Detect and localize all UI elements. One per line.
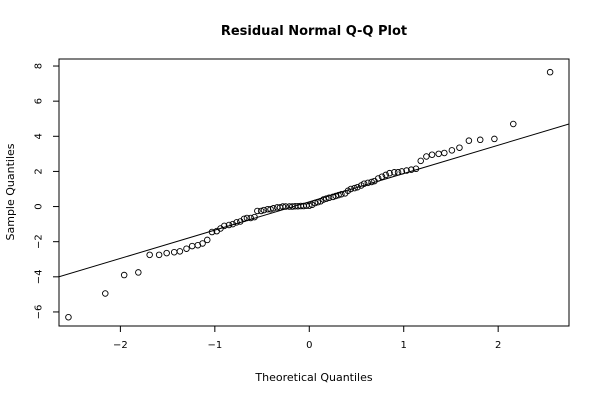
data-point [323, 195, 330, 202]
data-point [351, 184, 358, 192]
plot-frame [58, 58, 570, 327]
data-point [183, 245, 190, 252]
data-point [282, 203, 289, 210]
x-tick-label: −1 [207, 340, 222, 351]
data-point [270, 205, 277, 212]
data-point [423, 153, 430, 160]
data-point [204, 236, 211, 244]
data-point [546, 68, 554, 76]
y-tick-label: −4 [34, 269, 45, 284]
data-point [510, 120, 517, 128]
x-tick-label: 0 [306, 340, 312, 351]
data-point [199, 240, 206, 247]
data-point [229, 220, 237, 228]
data-point [398, 168, 406, 175]
data-point [65, 313, 72, 321]
y-axis: −6 −4 −2 0 2 4 6 8 [34, 63, 60, 319]
data-point [279, 203, 287, 210]
y-axis-label: Sample Quantiles [4, 143, 17, 240]
data-point [374, 175, 382, 182]
data-point [120, 271, 128, 279]
points-layer [65, 68, 554, 321]
data-point [435, 150, 442, 158]
data-point [347, 185, 355, 193]
data-point [465, 137, 473, 144]
data-point [176, 248, 184, 255]
chart-title: Residual Normal Q-Q Plot [221, 24, 407, 39]
data-point [329, 193, 337, 201]
data-point [382, 171, 390, 179]
data-point [221, 222, 228, 230]
data-point [394, 169, 402, 176]
data-point [408, 166, 415, 173]
data-point [135, 269, 142, 276]
data-point [428, 151, 436, 158]
y-tick-label: 6 [34, 98, 45, 104]
data-point [225, 221, 233, 229]
data-point [240, 215, 248, 223]
data-point [391, 169, 398, 176]
data-point [335, 191, 342, 199]
data-point [378, 173, 386, 180]
data-point [155, 251, 163, 259]
data-point [491, 135, 498, 143]
data-point [456, 144, 463, 151]
y-tick-label: 2 [34, 168, 45, 174]
data-point [403, 167, 410, 174]
data-point [338, 191, 345, 198]
data-point [306, 202, 313, 209]
data-point [354, 183, 361, 191]
data-point [247, 214, 254, 222]
data-point [251, 213, 258, 221]
x-axis-label: Theoretical Quantiles [254, 371, 372, 384]
data-point [386, 169, 393, 177]
data-point [320, 196, 327, 203]
data-point [260, 206, 268, 214]
y-tick-label: 4 [34, 133, 45, 139]
data-point [417, 157, 424, 165]
data-point [170, 248, 178, 256]
data-point [412, 165, 420, 173]
x-tick-label: 2 [495, 340, 501, 351]
data-point [332, 192, 339, 200]
data-point [102, 290, 109, 297]
y-tick-label: 0 [34, 203, 45, 209]
data-point [267, 205, 274, 213]
data-point [243, 214, 251, 222]
x-tick-label: 1 [401, 340, 407, 351]
data-point [233, 219, 240, 226]
y-tick-label: −2 [34, 234, 45, 249]
y-tick-label: 8 [34, 63, 45, 69]
data-point [448, 147, 456, 154]
data-point [254, 207, 261, 215]
data-point [441, 149, 448, 157]
data-point [368, 178, 375, 186]
data-point [311, 199, 319, 207]
data-point [257, 207, 265, 215]
data-point [188, 242, 196, 250]
x-tick-label: −2 [113, 340, 128, 351]
data-point [325, 194, 333, 202]
data-point [364, 179, 372, 187]
data-point [146, 251, 153, 259]
data-point [476, 136, 484, 144]
x-axis: −2 −1 0 1 2 [113, 325, 501, 351]
data-point [314, 198, 322, 206]
data-point [360, 180, 368, 187]
data-point [163, 249, 170, 257]
data-point [208, 228, 216, 236]
y-tick-label: −6 [34, 305, 45, 320]
